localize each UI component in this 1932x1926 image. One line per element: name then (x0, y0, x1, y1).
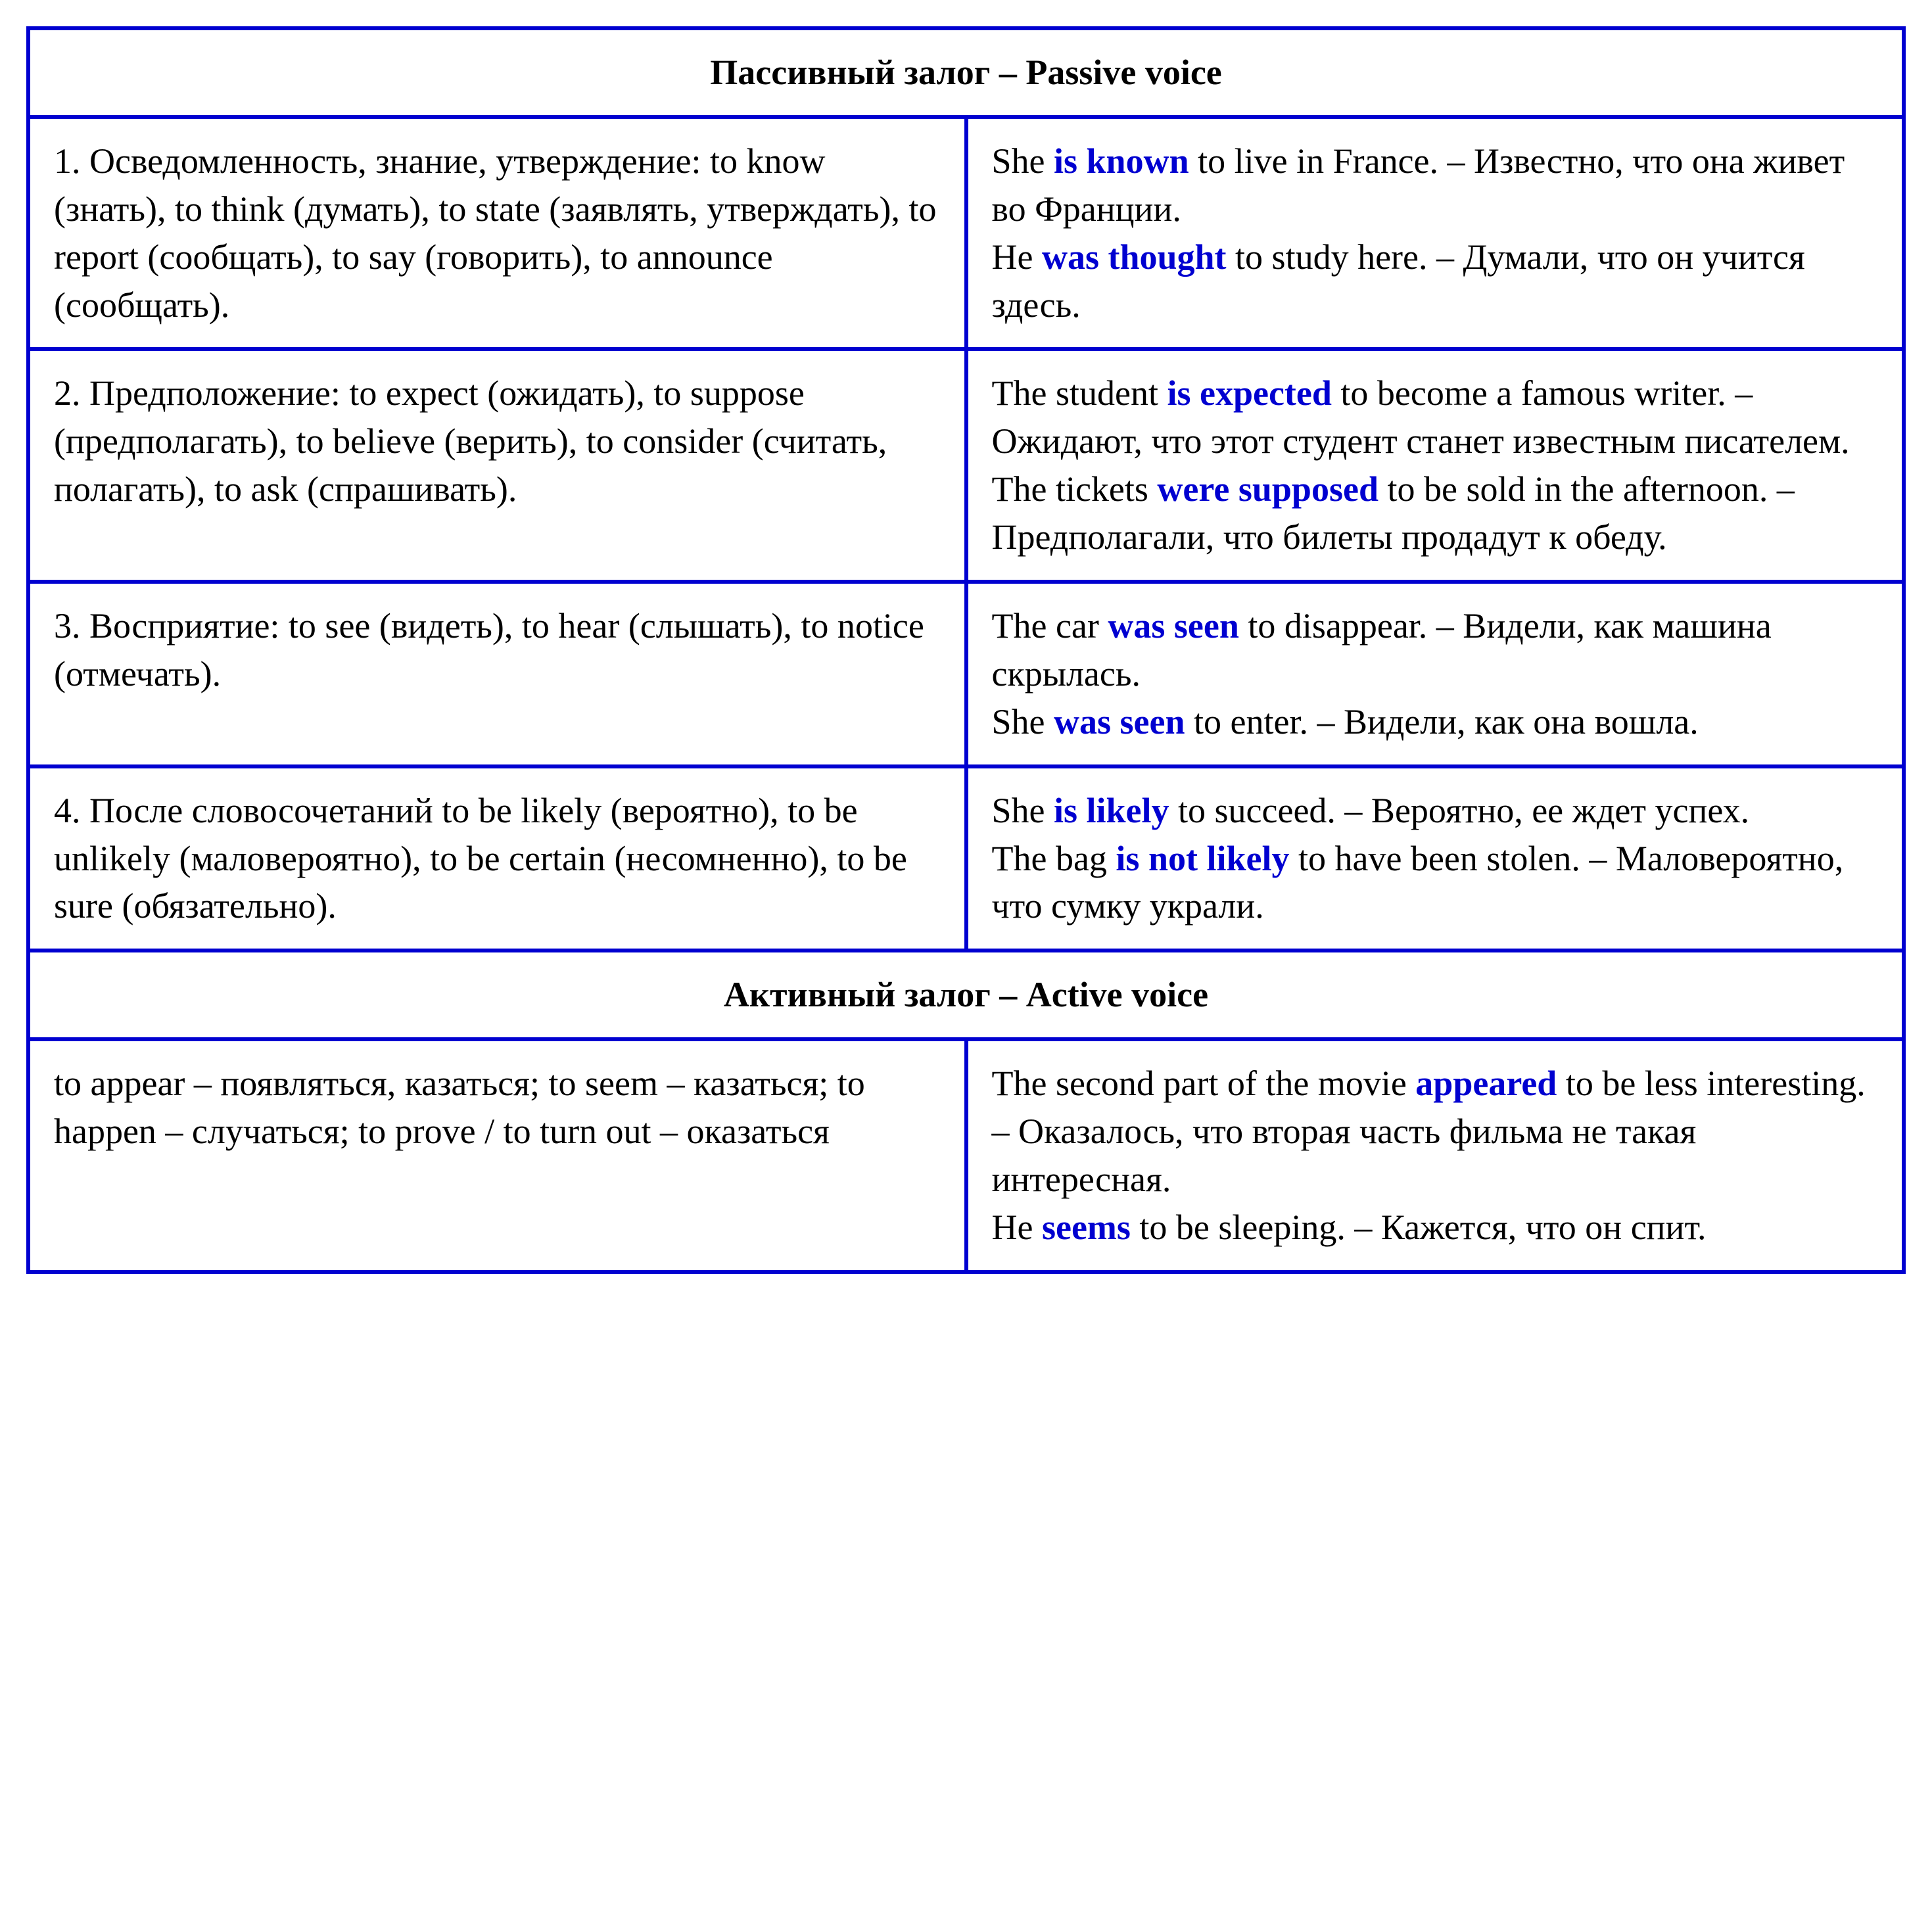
table-row: 4. После словосочетаний to be likely (ве… (28, 766, 1904, 951)
header-active: Активный залог – Active voice (28, 951, 1904, 1039)
highlight: seems (1042, 1208, 1131, 1247)
highlight: is not likely (1116, 839, 1289, 878)
table-row: 3. Восприятие: to see (видеть), to hear … (28, 582, 1904, 766)
text: to be sleeping. – Кажется, что он спит. (1131, 1208, 1707, 1247)
cell-right: The second part of the movie appeared to… (966, 1039, 1904, 1272)
highlight: was seen (1054, 702, 1185, 741)
text: She (992, 702, 1054, 741)
cell-left: 3. Восприятие: to see (видеть), to hear … (28, 582, 966, 766)
cell-left: 1. Осведомленность, знание, утверждение:… (28, 117, 966, 350)
cell-left: to appear – появляться, казаться; to see… (28, 1039, 966, 1272)
cell-left: 4. После словосочетаний to be likely (ве… (28, 766, 966, 951)
text: to succeed. – Вероятно, ее ждет успех. (1169, 791, 1750, 830)
table-row: to appear – появляться, казаться; to see… (28, 1039, 1904, 1272)
text: He (992, 237, 1042, 277)
table-header-row: Пассивный залог – Passive voice (28, 28, 1904, 117)
text: The student (992, 373, 1167, 413)
text: She (992, 791, 1054, 830)
highlight: was thought (1042, 237, 1227, 277)
cell-right: She is known to live in France. – Извест… (966, 117, 1904, 350)
highlight: appeared (1415, 1064, 1557, 1103)
cell-left: 2. Предположение: to expect (ожидать), t… (28, 349, 966, 582)
text: to enter. – Видели, как она вошла. (1185, 702, 1699, 741)
text: The bag (992, 839, 1116, 878)
grammar-table: Пассивный залог – Passive voice 1. Освед… (26, 26, 1906, 1274)
header-passive: Пассивный залог – Passive voice (28, 28, 1904, 117)
cell-right: She is likely to succeed. – Вероятно, ее… (966, 766, 1904, 951)
table-row: 1. Осведомленность, знание, утверждение:… (28, 117, 1904, 350)
text: The tickets (992, 469, 1158, 509)
text: He (992, 1208, 1042, 1247)
table-header-row: Активный залог – Active voice (28, 951, 1904, 1039)
highlight: were supposed (1157, 469, 1378, 509)
text: The car (992, 606, 1108, 646)
highlight: is likely (1054, 791, 1169, 830)
highlight: was seen (1108, 606, 1239, 646)
highlight: is known (1054, 141, 1189, 181)
cell-right: The car was seen to disappear. – Видели,… (966, 582, 1904, 766)
table-row: 2. Предположение: to expect (ожидать), t… (28, 349, 1904, 582)
text: The second part of the movie (992, 1064, 1416, 1103)
cell-right: The student is expected to become a famo… (966, 349, 1904, 582)
text: She (992, 141, 1054, 181)
highlight: is expected (1167, 373, 1331, 413)
